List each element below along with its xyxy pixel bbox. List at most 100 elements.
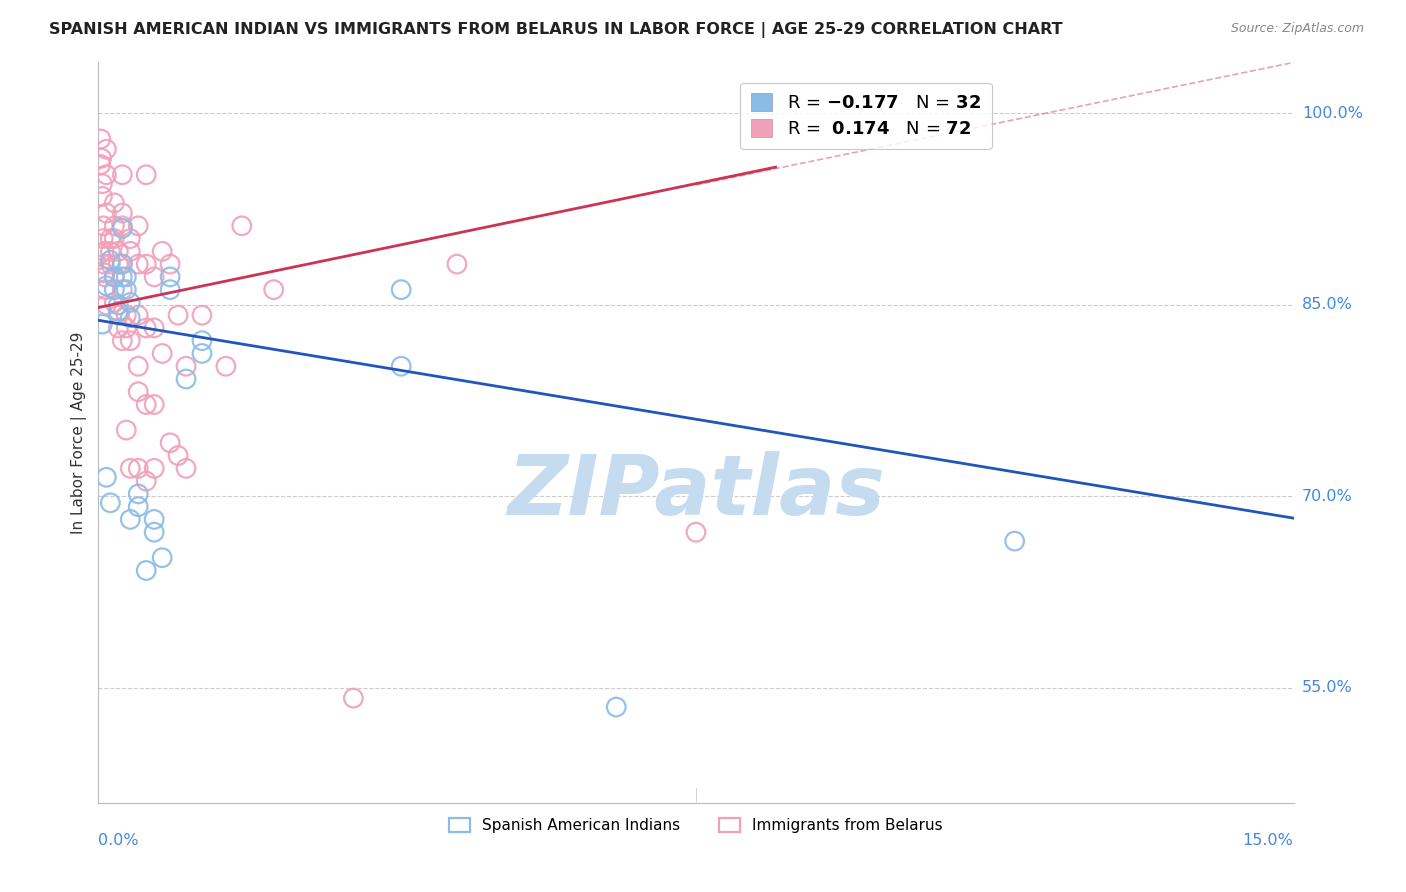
Point (115, 423, 138, 437)
Point (191, 334, 214, 348)
Point (98, 253, 122, 268)
Point (215, 359, 238, 374)
Point (191, 346, 214, 360)
Point (111, 219, 134, 233)
Point (91, 231, 114, 245)
Point (143, 398, 166, 412)
Point (90, 132, 112, 146)
Point (167, 308, 190, 322)
Point (143, 321, 166, 335)
Text: 85.0%: 85.0% (1302, 297, 1353, 312)
Point (111, 257, 134, 271)
Point (150, 550, 173, 565)
Text: 55.0%: 55.0% (1302, 681, 1353, 696)
Point (159, 269, 181, 284)
Text: Source: ZipAtlas.com: Source: ZipAtlas.com (1230, 22, 1364, 36)
Point (127, 500, 149, 514)
Point (96, 278, 118, 293)
Point (174, 359, 197, 374)
Point (127, 308, 149, 322)
Point (174, 372, 197, 386)
Point (1004, 534, 1026, 549)
Point (103, 219, 125, 233)
Point (111, 334, 134, 348)
Point (111, 221, 134, 235)
Point (127, 461, 149, 475)
Point (120, 244, 142, 259)
Point (111, 257, 134, 271)
Point (103, 195, 125, 210)
Point (103, 295, 125, 310)
Point (111, 206, 134, 220)
Point (127, 487, 149, 501)
Point (103, 283, 125, 297)
Point (120, 310, 142, 325)
Point (115, 308, 138, 322)
Point (389, 359, 412, 374)
Point (107, 321, 129, 335)
Text: SPANISH AMERICAN INDIAN VS IMMIGRANTS FROM BELARUS IN LABOR FORCE | AGE 25-29 CO: SPANISH AMERICAN INDIAN VS IMMIGRANTS FR… (49, 22, 1063, 38)
Point (143, 512, 166, 526)
Point (159, 283, 181, 297)
Point (135, 564, 157, 578)
Text: 0.0%: 0.0% (98, 833, 139, 848)
Point (91, 189, 114, 203)
Point (98, 257, 122, 271)
Point (135, 257, 157, 271)
Point (115, 283, 138, 297)
Point (98, 244, 122, 259)
Point (94, 283, 117, 297)
Point (103, 269, 125, 284)
Point (93, 244, 115, 259)
Point (446, 257, 468, 271)
Point (94, 266, 117, 280)
Point (91, 317, 114, 331)
Legend: Spanish American Indians, Immigrants from Belarus: Spanish American Indians, Immigrants fro… (443, 813, 949, 839)
Point (120, 231, 142, 245)
Point (90, 157, 112, 171)
Point (150, 346, 173, 360)
Point (111, 269, 134, 284)
Point (96, 168, 118, 182)
Text: 15.0%: 15.0% (1243, 833, 1294, 848)
Point (91, 219, 114, 233)
Point (685, 525, 707, 540)
Point (150, 244, 173, 259)
Point (120, 295, 142, 310)
Point (103, 231, 125, 245)
Point (143, 525, 166, 540)
Point (127, 257, 149, 271)
Point (127, 219, 149, 233)
Text: 100.0%: 100.0% (1302, 106, 1362, 121)
Y-axis label: In Labor Force | Age 25-29: In Labor Force | Age 25-29 (72, 332, 87, 533)
Point (135, 321, 157, 335)
Point (94, 269, 117, 284)
Point (342, 691, 364, 706)
Point (96, 142, 118, 156)
Point (120, 461, 142, 475)
Point (127, 359, 149, 374)
Text: 70.0%: 70.0% (1302, 489, 1353, 504)
Point (96, 298, 118, 312)
Point (127, 384, 149, 399)
Point (98, 231, 122, 245)
Point (143, 461, 166, 475)
Point (107, 298, 129, 312)
Point (91, 177, 114, 191)
Point (96, 470, 118, 484)
Point (90, 151, 112, 165)
Point (135, 168, 157, 182)
Point (107, 304, 129, 318)
Point (231, 219, 253, 233)
Point (115, 269, 138, 284)
Point (89, 247, 111, 261)
Point (135, 398, 157, 412)
Point (115, 321, 138, 335)
Point (107, 308, 129, 322)
Point (143, 269, 166, 284)
Point (111, 168, 134, 182)
Point (263, 283, 285, 297)
Point (93, 257, 115, 271)
Point (135, 474, 157, 488)
Point (103, 269, 125, 284)
